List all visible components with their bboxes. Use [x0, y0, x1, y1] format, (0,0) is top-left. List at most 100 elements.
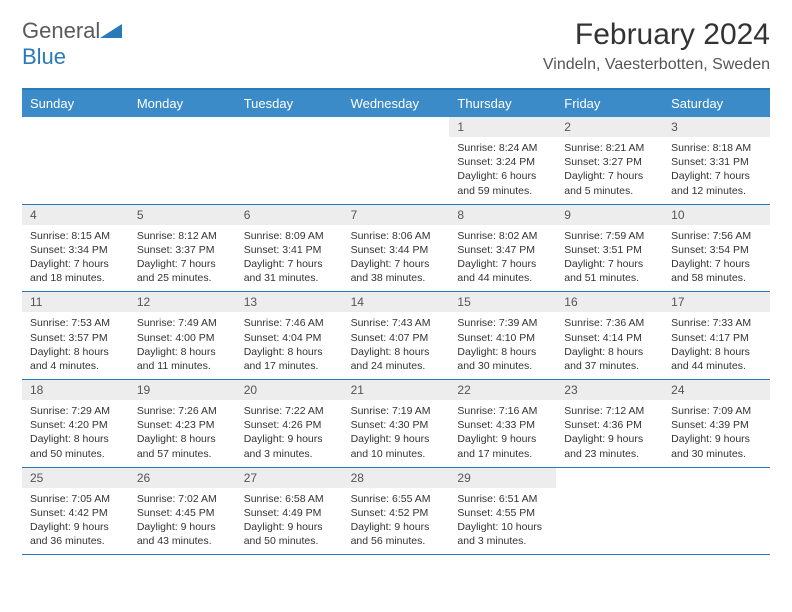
sunrise-text: Sunrise: 7:59 AM	[564, 229, 655, 243]
calendar-cell: 29Sunrise: 6:51 AMSunset: 4:55 PMDayligh…	[449, 468, 556, 555]
calendar-cell: 19Sunrise: 7:26 AMSunset: 4:23 PMDayligh…	[129, 380, 236, 467]
cell-body: Sunrise: 8:09 AMSunset: 3:41 PMDaylight:…	[236, 225, 343, 292]
cell-body: Sunrise: 7:39 AMSunset: 4:10 PMDaylight:…	[449, 312, 556, 379]
calendar-cell: 13Sunrise: 7:46 AMSunset: 4:04 PMDayligh…	[236, 292, 343, 379]
daylight-text: Daylight: 9 hours and 56 minutes.	[351, 520, 442, 548]
day-header-row: Sunday Monday Tuesday Wednesday Thursday…	[22, 90, 770, 117]
cell-body: Sunrise: 7:16 AMSunset: 4:33 PMDaylight:…	[449, 400, 556, 467]
daylight-text: Daylight: 7 hours and 18 minutes.	[30, 257, 121, 285]
day-number: 27	[236, 468, 343, 488]
sunset-text: Sunset: 4:52 PM	[351, 506, 442, 520]
sunrise-text: Sunrise: 7:46 AM	[244, 316, 335, 330]
daylight-text: Daylight: 9 hours and 43 minutes.	[137, 520, 228, 548]
calendar-cell	[343, 117, 450, 204]
sunrise-text: Sunrise: 8:24 AM	[457, 141, 548, 155]
sunset-text: Sunset: 3:31 PM	[671, 155, 762, 169]
day-header-friday: Friday	[556, 90, 663, 117]
day-number: 15	[449, 292, 556, 312]
day-number: 2	[556, 117, 663, 137]
calendar-cell: 22Sunrise: 7:16 AMSunset: 4:33 PMDayligh…	[449, 380, 556, 467]
sunrise-text: Sunrise: 7:43 AM	[351, 316, 442, 330]
cell-body: Sunrise: 8:24 AMSunset: 3:24 PMDaylight:…	[449, 137, 556, 204]
week-row: 11Sunrise: 7:53 AMSunset: 3:57 PMDayligh…	[22, 292, 770, 380]
cell-body: Sunrise: 7:05 AMSunset: 4:42 PMDaylight:…	[22, 488, 129, 555]
cell-body: Sunrise: 7:29 AMSunset: 4:20 PMDaylight:…	[22, 400, 129, 467]
cell-body: Sunrise: 7:22 AMSunset: 4:26 PMDaylight:…	[236, 400, 343, 467]
cell-body: Sunrise: 7:43 AMSunset: 4:07 PMDaylight:…	[343, 312, 450, 379]
sunrise-text: Sunrise: 7:49 AM	[137, 316, 228, 330]
sunrise-text: Sunrise: 7:39 AM	[457, 316, 548, 330]
calendar: Sunday Monday Tuesday Wednesday Thursday…	[22, 88, 770, 555]
day-header-tuesday: Tuesday	[236, 90, 343, 117]
sunrise-text: Sunrise: 6:51 AM	[457, 492, 548, 506]
day-number: 25	[22, 468, 129, 488]
sunset-text: Sunset: 3:41 PM	[244, 243, 335, 257]
calendar-cell	[22, 117, 129, 204]
daylight-text: Daylight: 8 hours and 44 minutes.	[671, 345, 762, 373]
day-number: 28	[343, 468, 450, 488]
sunrise-text: Sunrise: 6:58 AM	[244, 492, 335, 506]
calendar-cell	[236, 117, 343, 204]
location: Vindeln, Vaesterbotten, Sweden	[543, 56, 770, 74]
sunrise-text: Sunrise: 7:09 AM	[671, 404, 762, 418]
calendar-cell: 24Sunrise: 7:09 AMSunset: 4:39 PMDayligh…	[663, 380, 770, 467]
cell-body: Sunrise: 7:49 AMSunset: 4:00 PMDaylight:…	[129, 312, 236, 379]
sunrise-text: Sunrise: 7:33 AM	[671, 316, 762, 330]
calendar-cell: 25Sunrise: 7:05 AMSunset: 4:42 PMDayligh…	[22, 468, 129, 555]
cell-body: Sunrise: 6:51 AMSunset: 4:55 PMDaylight:…	[449, 488, 556, 555]
calendar-cell: 28Sunrise: 6:55 AMSunset: 4:52 PMDayligh…	[343, 468, 450, 555]
sunrise-text: Sunrise: 8:15 AM	[30, 229, 121, 243]
daylight-text: Daylight: 7 hours and 51 minutes.	[564, 257, 655, 285]
logo-text: General Blue	[22, 18, 122, 70]
sunset-text: Sunset: 4:42 PM	[30, 506, 121, 520]
daylight-text: Daylight: 8 hours and 57 minutes.	[137, 432, 228, 460]
sunset-text: Sunset: 4:39 PM	[671, 418, 762, 432]
sunrise-text: Sunrise: 7:02 AM	[137, 492, 228, 506]
cell-body: Sunrise: 8:02 AMSunset: 3:47 PMDaylight:…	[449, 225, 556, 292]
day-number: 21	[343, 380, 450, 400]
sunset-text: Sunset: 3:37 PM	[137, 243, 228, 257]
cell-body: Sunrise: 7:02 AMSunset: 4:45 PMDaylight:…	[129, 488, 236, 555]
sunrise-text: Sunrise: 8:21 AM	[564, 141, 655, 155]
sunset-text: Sunset: 4:36 PM	[564, 418, 655, 432]
cell-body: Sunrise: 8:12 AMSunset: 3:37 PMDaylight:…	[129, 225, 236, 292]
day-number: 24	[663, 380, 770, 400]
calendar-cell: 12Sunrise: 7:49 AMSunset: 4:00 PMDayligh…	[129, 292, 236, 379]
day-number: 11	[22, 292, 129, 312]
sunset-text: Sunset: 4:23 PM	[137, 418, 228, 432]
day-number: 12	[129, 292, 236, 312]
day-header-monday: Monday	[129, 90, 236, 117]
day-header-sunday: Sunday	[22, 90, 129, 117]
calendar-cell: 10Sunrise: 7:56 AMSunset: 3:54 PMDayligh…	[663, 205, 770, 292]
day-number: 26	[129, 468, 236, 488]
month-title: February 2024	[543, 18, 770, 52]
calendar-cell: 3Sunrise: 8:18 AMSunset: 3:31 PMDaylight…	[663, 117, 770, 204]
calendar-cell: 6Sunrise: 8:09 AMSunset: 3:41 PMDaylight…	[236, 205, 343, 292]
sunset-text: Sunset: 4:49 PM	[244, 506, 335, 520]
cell-body: Sunrise: 6:55 AMSunset: 4:52 PMDaylight:…	[343, 488, 450, 555]
daylight-text: Daylight: 7 hours and 5 minutes.	[564, 169, 655, 197]
cell-body: Sunrise: 8:21 AMSunset: 3:27 PMDaylight:…	[556, 137, 663, 204]
sunset-text: Sunset: 4:33 PM	[457, 418, 548, 432]
sunrise-text: Sunrise: 7:19 AM	[351, 404, 442, 418]
sunrise-text: Sunrise: 7:53 AM	[30, 316, 121, 330]
day-number: 8	[449, 205, 556, 225]
calendar-cell: 9Sunrise: 7:59 AMSunset: 3:51 PMDaylight…	[556, 205, 663, 292]
logo-triangle-icon	[100, 18, 122, 44]
daylight-text: Daylight: 9 hours and 10 minutes.	[351, 432, 442, 460]
daylight-text: Daylight: 9 hours and 50 minutes.	[244, 520, 335, 548]
cell-body: Sunrise: 6:58 AMSunset: 4:49 PMDaylight:…	[236, 488, 343, 555]
sunrise-text: Sunrise: 8:09 AM	[244, 229, 335, 243]
sunset-text: Sunset: 3:24 PM	[457, 155, 548, 169]
day-number: 3	[663, 117, 770, 137]
calendar-cell	[556, 468, 663, 555]
sunrise-text: Sunrise: 8:12 AM	[137, 229, 228, 243]
cell-body: Sunrise: 7:56 AMSunset: 3:54 PMDaylight:…	[663, 225, 770, 292]
day-number: 23	[556, 380, 663, 400]
header: General Blue February 2024 Vindeln, Vaes…	[22, 18, 770, 74]
calendar-cell: 26Sunrise: 7:02 AMSunset: 4:45 PMDayligh…	[129, 468, 236, 555]
sunset-text: Sunset: 4:20 PM	[30, 418, 121, 432]
sunset-text: Sunset: 4:30 PM	[351, 418, 442, 432]
week-row: 18Sunrise: 7:29 AMSunset: 4:20 PMDayligh…	[22, 380, 770, 468]
daylight-text: Daylight: 9 hours and 17 minutes.	[457, 432, 548, 460]
